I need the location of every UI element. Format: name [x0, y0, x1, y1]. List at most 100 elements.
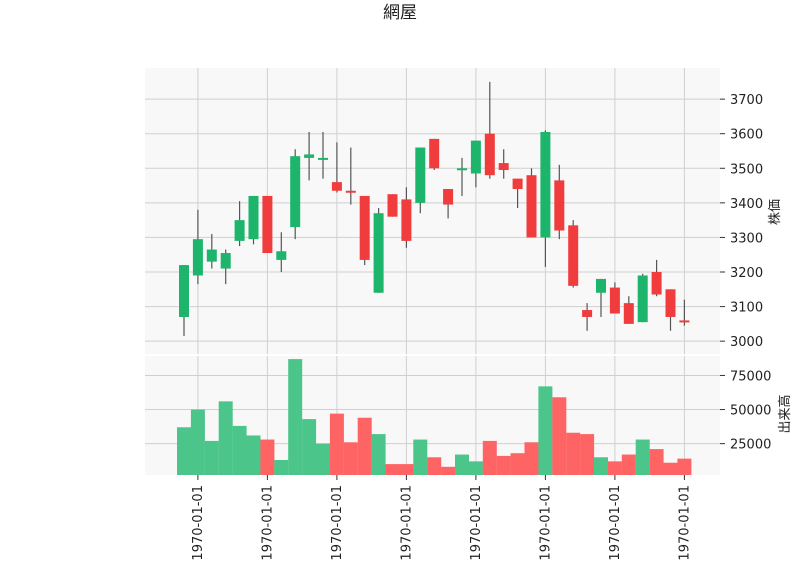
candle-body [568, 225, 579, 286]
candle-body [179, 265, 189, 317]
price-tick-label: 3300 [730, 231, 763, 246]
volume-bar [496, 455, 511, 475]
candle-body [234, 220, 245, 241]
candle [540, 130, 551, 267]
price-tick-label: 3000 [730, 335, 763, 350]
volume-bar [580, 434, 595, 475]
candle-body [554, 180, 565, 231]
candle [679, 299, 690, 326]
candle-body [651, 272, 662, 295]
price-tick-label: 3600 [730, 128, 763, 143]
candle [526, 168, 537, 238]
volume-bar [649, 449, 664, 475]
candle-body [318, 157, 328, 160]
volume-tick-label: 50000 [730, 404, 771, 419]
candle-body [276, 251, 287, 260]
volume-bar [635, 439, 650, 475]
price-axis-title: 株価 [768, 199, 783, 225]
candle-body [359, 195, 370, 260]
volume-bar [663, 462, 678, 475]
volume-bar [274, 460, 289, 475]
candle [596, 278, 606, 317]
x-tick-label: 1970-01-01 [677, 485, 692, 561]
candle [554, 164, 565, 240]
candle-body [304, 154, 315, 158]
candle-body [192, 239, 203, 276]
x-tick-label: 1970-01-01 [191, 485, 206, 561]
volume-bar [482, 440, 497, 475]
candle [318, 131, 328, 179]
candle-body [429, 138, 440, 169]
candle [415, 147, 426, 214]
volume-bar [468, 461, 483, 475]
candle-body [582, 310, 593, 317]
volume-bar [455, 454, 469, 475]
volume-bar [204, 440, 219, 475]
candle [290, 149, 301, 240]
volume-bar [677, 458, 692, 475]
x-tick-label: 1970-01-01 [399, 485, 414, 561]
candle-body [373, 213, 384, 293]
volume-bar [260, 439, 275, 475]
candle [665, 289, 676, 331]
candle-body [248, 195, 259, 240]
volume-bar [218, 401, 233, 475]
candle [623, 296, 634, 324]
volume-bar [246, 435, 261, 475]
candle [401, 187, 412, 248]
candle [331, 142, 342, 193]
x-tick-label: 1970-01-01 [538, 485, 553, 561]
volume-bars [177, 359, 692, 475]
candle-body [623, 303, 634, 324]
candle-body [401, 199, 412, 241]
price-tick-label: 3400 [730, 197, 763, 212]
candle [582, 303, 593, 331]
candle-body [498, 163, 509, 171]
volume-bar [427, 457, 442, 475]
candle-body [679, 320, 690, 323]
candle-body [262, 195, 273, 253]
volume-bar [371, 434, 386, 475]
candle [234, 201, 245, 247]
price-tick-label: 3100 [730, 301, 763, 316]
volume-bar [357, 417, 372, 475]
candle-body [415, 147, 426, 203]
x-tick-label: 1970-01-01 [469, 485, 484, 561]
volume-bar [552, 397, 567, 475]
x-tick-label: 1970-01-01 [260, 485, 275, 561]
candle [345, 147, 356, 205]
candle [651, 259, 662, 297]
candle-body [540, 131, 551, 238]
volume-axis-title: 出来高 [777, 394, 793, 433]
candle [220, 249, 231, 285]
volume-bar [594, 457, 608, 475]
volume-bar [316, 443, 330, 475]
candle [373, 208, 384, 293]
candle [304, 131, 315, 181]
volume-tick-label: 75000 [730, 369, 771, 384]
x-tick-label: 1970-01-01 [330, 485, 345, 561]
x-tick-label: 1970-01-01 [608, 485, 623, 561]
candle-body [457, 168, 467, 171]
candles [179, 81, 690, 336]
volume-bar [524, 442, 539, 475]
chart-title: 網屋 [383, 3, 417, 23]
candle-body [345, 190, 356, 193]
candle [568, 220, 579, 288]
candle-body [596, 278, 606, 293]
candle-body [637, 275, 648, 323]
candle [429, 138, 440, 171]
price-tick-label: 3200 [730, 266, 763, 281]
candle-body [443, 189, 454, 205]
candle-body [290, 156, 301, 228]
candle-body [665, 289, 676, 317]
candle-body [526, 175, 537, 238]
candle [512, 178, 523, 209]
volume-bar [329, 413, 344, 475]
candle-body [206, 249, 217, 262]
volume-bar [190, 409, 205, 475]
candle [276, 232, 287, 273]
candle [443, 189, 454, 219]
candle [192, 209, 203, 285]
